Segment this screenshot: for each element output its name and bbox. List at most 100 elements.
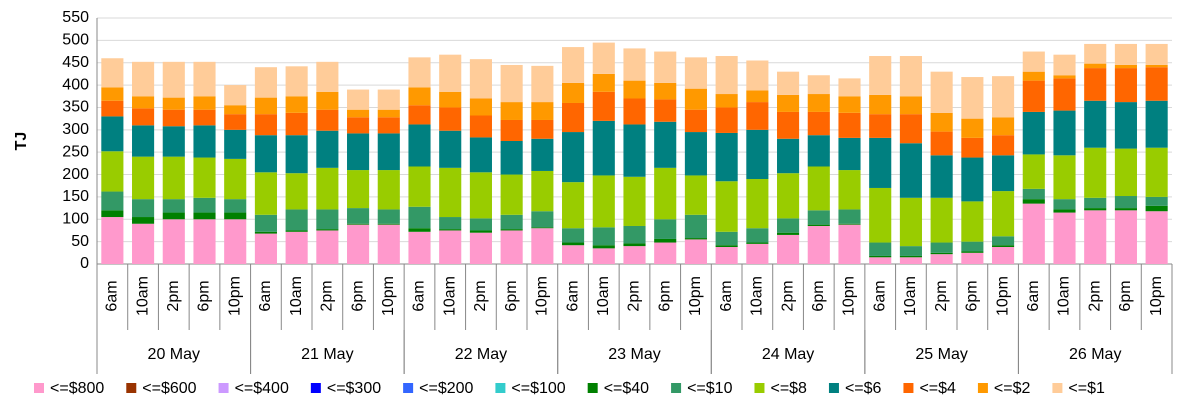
bar-segment bbox=[285, 66, 308, 97]
bar-segment bbox=[285, 112, 308, 136]
legend-swatch bbox=[403, 383, 414, 393]
bar-segment bbox=[347, 117, 370, 134]
bar-segment bbox=[162, 61, 185, 98]
bar-segment bbox=[162, 212, 185, 220]
x-tick-label: 10pm bbox=[1148, 276, 1165, 316]
bar-segment bbox=[777, 94, 800, 112]
bar-segment bbox=[838, 112, 861, 138]
legend-swatch bbox=[1052, 383, 1063, 393]
legend-swatch bbox=[587, 383, 598, 393]
y-tick-label: 400 bbox=[62, 76, 89, 93]
bar-segment bbox=[715, 94, 738, 108]
bar-segment bbox=[469, 230, 492, 233]
bar-segment bbox=[408, 228, 431, 232]
y-tick-label: 550 bbox=[62, 9, 89, 26]
y-tick-label: 500 bbox=[62, 32, 89, 49]
bar-segment bbox=[562, 132, 585, 183]
y-tick-label: 350 bbox=[62, 99, 89, 116]
x-tick-label: 10am bbox=[134, 276, 151, 316]
y-tick-label: 100 bbox=[62, 210, 89, 227]
bar-segment bbox=[101, 58, 124, 88]
bar-segment bbox=[1022, 199, 1045, 204]
bar-segment bbox=[1114, 68, 1137, 103]
bar-segment bbox=[132, 96, 155, 109]
bar-segment bbox=[992, 117, 1015, 136]
bar-segment bbox=[1114, 196, 1137, 209]
bar-segment bbox=[1053, 78, 1076, 111]
x-tick-label: 6am bbox=[257, 280, 274, 311]
bar-segment bbox=[347, 224, 370, 264]
bar-segment bbox=[1114, 43, 1137, 65]
bar-segment bbox=[592, 245, 615, 249]
bar-segment bbox=[623, 176, 646, 226]
x-tick-label: 2pm bbox=[1086, 280, 1103, 311]
legend-swatch bbox=[754, 383, 765, 393]
bar-segment bbox=[1084, 63, 1107, 69]
x-tick-label: 6pm bbox=[196, 280, 213, 311]
bar-segment bbox=[1022, 71, 1045, 81]
legend-swatch bbox=[977, 383, 988, 393]
bar-segment bbox=[899, 56, 922, 97]
bar-segment bbox=[838, 209, 861, 224]
bar-segment bbox=[562, 228, 585, 243]
bar-segment bbox=[132, 199, 155, 218]
bar-segment bbox=[193, 212, 216, 220]
bar-segment bbox=[562, 242, 585, 246]
bar-segment bbox=[807, 210, 830, 225]
bar-segment bbox=[562, 47, 585, 83]
legend-swatch bbox=[310, 383, 321, 393]
bar-segment bbox=[531, 102, 554, 120]
bar-segment bbox=[807, 94, 830, 112]
bar-segment bbox=[408, 105, 431, 125]
legend-swatch bbox=[903, 383, 914, 393]
bar-segment bbox=[1145, 64, 1168, 68]
x-tick-label: 6am bbox=[718, 280, 735, 311]
bar-segment bbox=[408, 166, 431, 207]
bar-segment bbox=[101, 210, 124, 218]
bar-segment bbox=[807, 111, 830, 136]
bar-segment bbox=[531, 138, 554, 171]
bar-segment bbox=[654, 238, 677, 243]
bar-segment bbox=[162, 219, 185, 264]
bar-segment bbox=[807, 135, 830, 167]
bar-segment bbox=[899, 257, 922, 264]
bar-segment bbox=[899, 197, 922, 247]
bar-segment bbox=[746, 129, 769, 180]
bar-segment bbox=[500, 119, 523, 141]
x-tick-label: 10am bbox=[749, 276, 766, 316]
bar-segment bbox=[1022, 188, 1045, 200]
bar-segment bbox=[838, 170, 861, 210]
bar-segment bbox=[316, 130, 339, 168]
bar-segment bbox=[654, 82, 677, 100]
legend-label: <=$600 bbox=[142, 380, 196, 397]
legend-label: <=$200 bbox=[419, 380, 473, 397]
bar-segment bbox=[592, 248, 615, 264]
bar-segment bbox=[500, 64, 523, 103]
bar-segment bbox=[254, 231, 277, 234]
bar-segment bbox=[592, 91, 615, 121]
bar-segment bbox=[193, 96, 216, 110]
bar-segment bbox=[500, 230, 523, 264]
bar-segment bbox=[439, 217, 462, 230]
bar-segment bbox=[316, 167, 339, 210]
bar-segment bbox=[347, 208, 370, 224]
bar-segment bbox=[439, 54, 462, 92]
bar-segment bbox=[1022, 51, 1045, 72]
bar-segment bbox=[992, 236, 1015, 246]
bar-segment bbox=[469, 218, 492, 231]
bar-segment bbox=[715, 231, 738, 246]
bar-segment bbox=[684, 214, 707, 239]
bar-segment bbox=[162, 156, 185, 200]
bar-segment bbox=[316, 91, 339, 110]
bar-segment bbox=[807, 224, 830, 226]
bar-segment bbox=[285, 96, 308, 113]
bar-segment bbox=[285, 173, 308, 210]
bar-segment bbox=[838, 96, 861, 113]
bar-segment bbox=[439, 230, 462, 264]
bar-segment bbox=[961, 201, 984, 242]
x-tick-label: 10am bbox=[288, 276, 305, 316]
x-tick-label: 6am bbox=[871, 280, 888, 311]
bar-segment bbox=[1022, 111, 1045, 155]
bar-segment bbox=[254, 214, 277, 232]
bar-segment bbox=[285, 209, 308, 231]
